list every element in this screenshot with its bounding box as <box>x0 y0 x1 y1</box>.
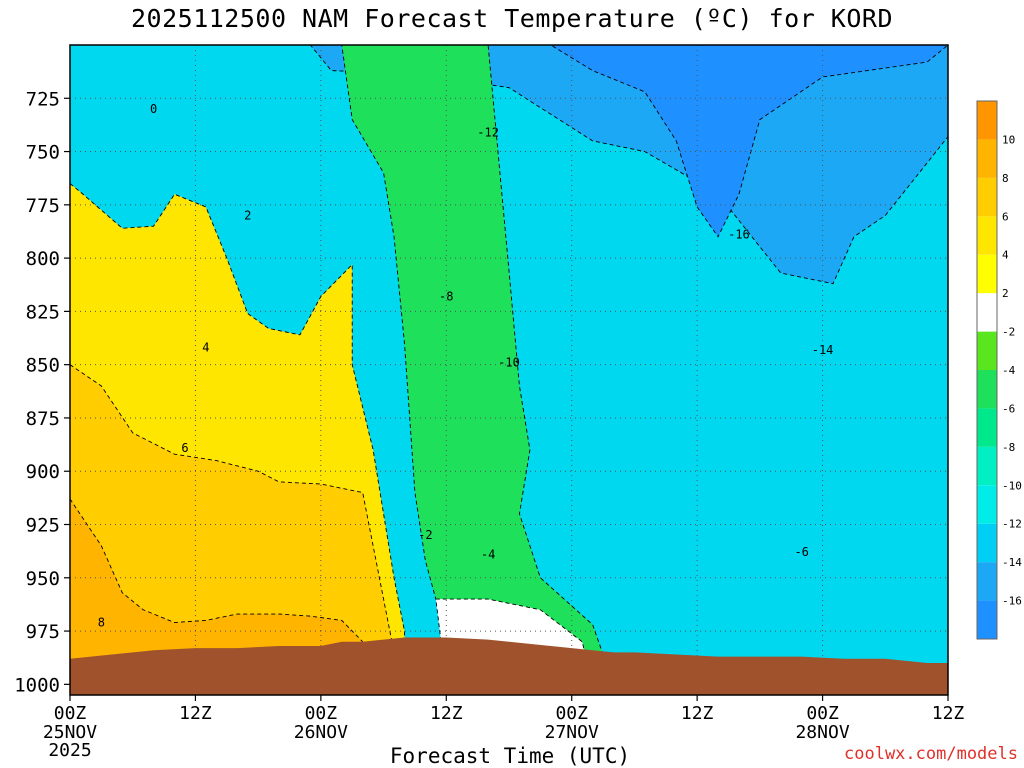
x-tick-label: 00Z <box>806 703 839 724</box>
x-tick-date: 27NOV <box>545 722 599 743</box>
contour-label: -10 <box>498 356 520 370</box>
x-axis-title: Forecast Time (UTC) <box>389 744 631 768</box>
colorbar-label: 8 <box>1002 172 1009 185</box>
contour-label: 4 <box>202 341 209 355</box>
colorbar-frame <box>976 100 998 640</box>
colorbar-segment <box>977 101 997 140</box>
region-frozen-wedge <box>341 45 615 685</box>
x-tick-label: 12Z <box>430 703 463 724</box>
y-axis: 725 750 775 800 825 850 875 900 925 950 975 1000 <box>14 88 70 696</box>
contour-label: -8 <box>439 289 453 303</box>
colorbar-label: -14 <box>1002 556 1022 569</box>
y-tick-label: 975 <box>26 621 60 643</box>
colorbar-label: 2 <box>1002 287 1009 300</box>
y-tick-label: 875 <box>26 408 60 430</box>
colorbar-segment <box>977 331 997 370</box>
contour-label: -6 <box>794 545 808 559</box>
x-tick-label: 12Z <box>681 703 714 724</box>
x-tick-label: 12Z <box>932 703 965 724</box>
contour-label: 8 <box>98 616 105 630</box>
plot-frame <box>69 44 949 696</box>
contour-label: -16 <box>728 228 750 242</box>
contour-label: 2 <box>244 208 251 222</box>
x-tick-label: 00Z <box>555 703 588 724</box>
chart-title: 2025112500 NAM Forecast Temperature (ºC)… <box>130 4 893 33</box>
x-tick-date: 28NOV <box>795 722 849 743</box>
contour-label: -14 <box>812 343 834 357</box>
colorbar: -16 -14 -12 -10 -8 -6 -4 -2 2 4 6 8 10 <box>976 100 1022 640</box>
y-tick-label: 925 <box>26 515 60 537</box>
x-tick-label: 00Z <box>305 703 338 724</box>
colorbar-segment <box>977 485 997 524</box>
colorbar-segment <box>977 523 997 563</box>
terrain-area <box>70 637 948 695</box>
y-tick-label: 725 <box>26 88 60 110</box>
colorbar-label: -12 <box>1002 518 1022 531</box>
colorbar-label: -16 <box>1002 595 1022 608</box>
credit-link[interactable]: coolwx.com/models <box>844 744 1018 764</box>
terrain <box>70 637 948 695</box>
colorbar-label: -8 <box>1002 441 1015 454</box>
colorbar-label: -4 <box>1002 364 1016 377</box>
colorbar-label: -2 <box>1002 326 1015 339</box>
colorbar-segment <box>977 370 997 409</box>
contour-labels: -16 -14 -12 -10 -8 -6 -4 -2 0 2 4 6 8 <box>98 102 834 630</box>
colorbar-segment <box>977 293 997 332</box>
x-tick-year: 2025 <box>48 740 91 761</box>
contour-label: -4 <box>481 547 495 561</box>
contour-label: -2 <box>418 528 432 542</box>
contour-label: -12 <box>477 125 499 139</box>
contour-label: 6 <box>181 441 188 455</box>
y-tick-label: 750 <box>26 142 60 164</box>
colorbar-label: -10 <box>1002 479 1022 492</box>
temperature-regions <box>70 45 948 685</box>
y-tick-label: 1000 <box>14 674 60 696</box>
y-tick-label: 800 <box>26 248 60 270</box>
region-warmest <box>70 498 374 685</box>
y-tick-label: 900 <box>26 461 60 483</box>
colorbar-label: 4 <box>1002 249 1009 262</box>
x-tick-date: 25NOV <box>43 722 97 743</box>
y-tick-label: 825 <box>26 301 60 323</box>
colorbar-segment <box>977 254 997 294</box>
x-tick-label: 00Z <box>54 703 87 724</box>
colorbar-segment <box>977 408 997 447</box>
y-tick-label: 850 <box>26 355 60 377</box>
colorbar-label: 10 <box>1002 133 1015 146</box>
colorbar-label: -6 <box>1002 402 1015 415</box>
x-tick-label: 12Z <box>179 703 212 724</box>
colorbar-segment <box>977 446 997 486</box>
colorbar-segment <box>977 177 997 217</box>
contour-label: 0 <box>150 102 157 116</box>
colorbar-segment <box>977 216 997 255</box>
colorbar-segment <box>977 139 997 178</box>
y-tick-label: 950 <box>26 568 60 590</box>
y-tick-label: 775 <box>26 195 60 217</box>
colorbar-label: 6 <box>1002 210 1009 223</box>
colorbar-segment <box>977 562 997 601</box>
x-tick-date: 26NOV <box>294 722 348 743</box>
colorbar-segment <box>977 600 997 639</box>
region-core-cold <box>549 45 948 238</box>
